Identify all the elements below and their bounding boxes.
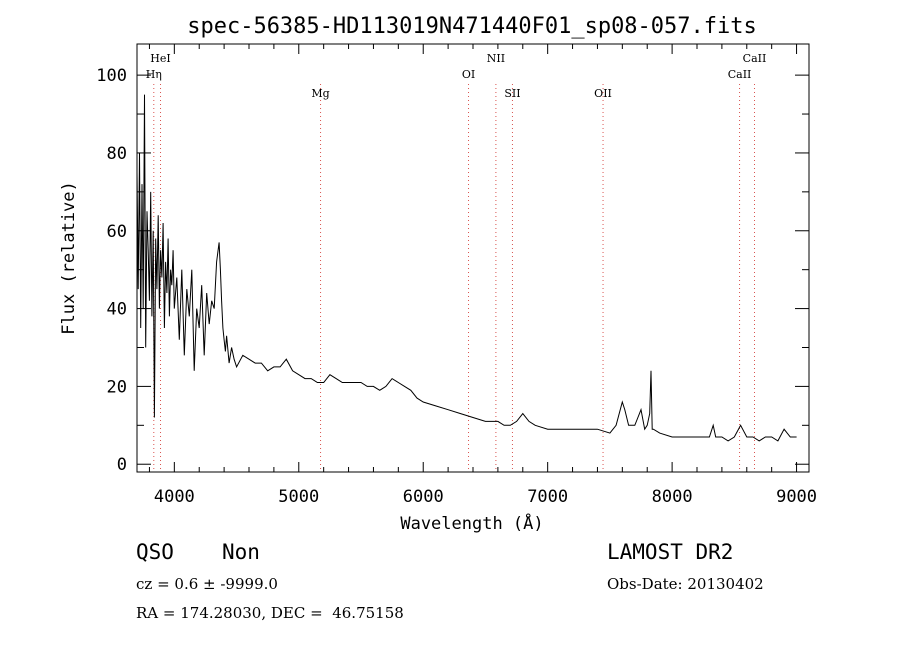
line-label: OI bbox=[462, 68, 475, 81]
x-tick-label: 9000 bbox=[776, 487, 817, 507]
plot-frame bbox=[136, 43, 810, 473]
y-axis: 0 20 40 60 80 100 bbox=[96, 66, 809, 475]
line-label: HeI bbox=[150, 52, 170, 65]
survey-name: LAMOST DR2 bbox=[607, 540, 734, 564]
y-tick-label: 80 bbox=[107, 144, 127, 164]
y-axis-label: Flux (relative) bbox=[59, 181, 79, 335]
y-tick-label: 0 bbox=[117, 455, 127, 475]
line-label: Mg bbox=[311, 87, 329, 100]
x-tick-label: 4000 bbox=[154, 487, 195, 507]
spectral-line-markers bbox=[153, 84, 755, 472]
x-axis-label: Wavelength (Å) bbox=[400, 512, 543, 534]
spectral-line-labels: HeI Hη Mg OI NII SII OII CaII CaII bbox=[146, 52, 767, 100]
object-subclass: Non bbox=[222, 540, 260, 564]
x-tick-label: 7000 bbox=[527, 487, 568, 507]
line-label: SII bbox=[504, 87, 520, 100]
x-tick-label: 5000 bbox=[278, 487, 319, 507]
x-tick-label: 6000 bbox=[403, 487, 444, 507]
redshift-readout: cz = 0.6 ± -9999.0 bbox=[136, 575, 278, 593]
line-label: Hη bbox=[146, 68, 162, 81]
y-tick-label: 20 bbox=[107, 377, 127, 397]
y-tick-label: 40 bbox=[107, 300, 127, 320]
x-axis: 4000 5000 6000 7000 8000 9000 bbox=[148, 44, 817, 507]
line-label: NII bbox=[487, 52, 505, 65]
x-tick-label: 8000 bbox=[652, 487, 693, 507]
line-label: CaII bbox=[728, 68, 752, 81]
spectrum-chart: spec-56385-HD113019N471440F01_sp08-057.f… bbox=[59, 14, 817, 534]
object-class: QSO bbox=[136, 540, 174, 564]
obs-date: Obs-Date: 20130402 bbox=[607, 575, 764, 593]
y-tick-label: 60 bbox=[107, 222, 127, 242]
line-label: CaII bbox=[743, 52, 767, 65]
line-label: OII bbox=[594, 87, 612, 100]
y-tick-label: 100 bbox=[96, 66, 127, 86]
coordinates: RA = 174.28030, DEC = 46.75158 bbox=[136, 604, 404, 622]
chart-title: spec-56385-HD113019N471440F01_sp08-057.f… bbox=[187, 14, 757, 39]
spectrum-line bbox=[136, 94, 797, 442]
